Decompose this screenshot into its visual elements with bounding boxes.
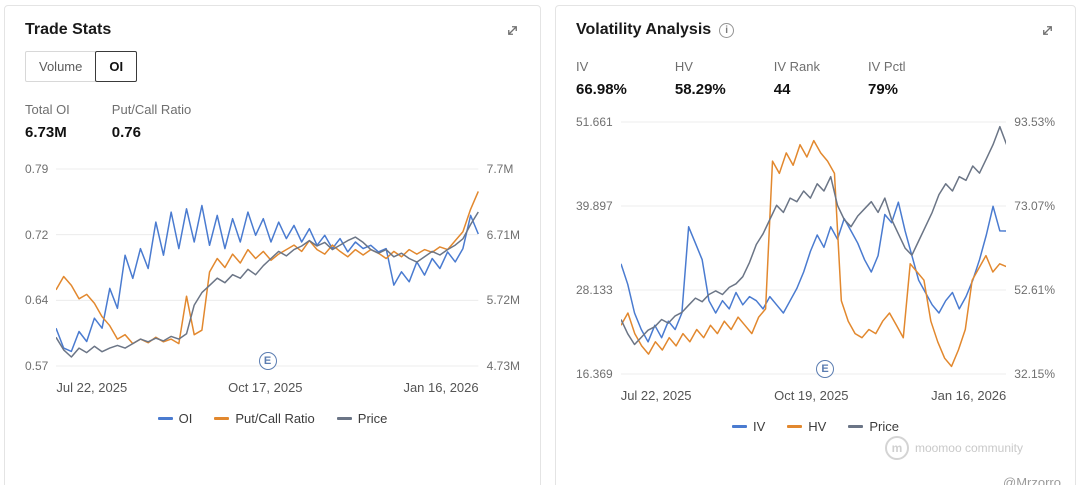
iv-stat: IV 66.98% — [576, 59, 627, 98]
volatility-analysis-panel: Volatility Analysis i IV 66.98% HV 58.29… — [555, 5, 1076, 485]
iv-pctl-value: 79% — [868, 81, 899, 98]
iv-rank-stat: IV Rank 44 — [774, 59, 820, 98]
x-axis: Jul 22, 2025 Oct 17, 2025 Jan 16, 2026 — [56, 380, 478, 395]
trade-stats-summary: Total OI 6.73M Put/Call Ratio 0.76 — [25, 102, 520, 141]
x-tick: Jan 16, 2026 — [931, 388, 1007, 403]
trade-stats-legend: OI Put/Call Ratio Price — [25, 411, 520, 426]
info-icon[interactable]: i — [719, 22, 735, 38]
iv-rank-value: 44 — [773, 81, 791, 98]
y-tick: 0.57 — [25, 358, 49, 373]
y-tick: 73.07% — [1014, 199, 1055, 213]
earnings-marker[interactable]: E — [816, 360, 835, 378]
iv-label: IV — [576, 59, 589, 74]
y-tick: 52.61% — [1014, 283, 1055, 297]
total-oi-label: Total OI — [25, 102, 70, 117]
x-axis: Jul 22, 2025 Oct 19, 2025 Jan 16, 2026 — [621, 388, 1007, 403]
trade-stats-title: Trade Stats — [25, 21, 112, 38]
volatility-chart-area: 51.661 39.897 28.133 16.369 E 93.53% 73.… — [576, 116, 1055, 403]
legend-item-iv[interactable]: IV — [732, 419, 765, 434]
y-tick: 5.72M — [486, 293, 520, 308]
hv-stat: HV 58.29% — [675, 59, 726, 98]
hv-label: HV — [674, 59, 693, 74]
moomoo-watermark: m moomoo community — [884, 436, 1023, 460]
x-tick: Jul 22, 2025 — [620, 388, 692, 403]
y-tick: 6.71M — [486, 227, 520, 242]
earnings-marker[interactable]: E — [258, 352, 277, 370]
put-call-ratio-stat: Put/Call Ratio 0.76 — [112, 102, 191, 141]
iv-pctl-stat: IV Pctl 79% — [868, 59, 906, 98]
legend-item-price[interactable]: Price — [336, 411, 388, 426]
put-call-swatch — [214, 417, 230, 420]
y-tick: 93.53% — [1014, 115, 1055, 129]
volume-toggle-button[interactable]: Volume — [25, 51, 97, 82]
legend-item-price[interactable]: Price — [848, 419, 899, 434]
y-tick: 16.369 — [576, 367, 613, 381]
hv-swatch — [787, 425, 803, 428]
iv-value: 66.98% — [576, 81, 627, 98]
oi-toggle-button[interactable]: OI — [95, 51, 138, 82]
y-tick: 0.72 — [25, 227, 49, 242]
hv-value: 58.29% — [674, 81, 726, 98]
price-swatch — [336, 417, 352, 420]
iv-swatch — [732, 425, 747, 428]
volatility-legend: IV HV Price — [576, 419, 1055, 434]
legend-label: IV — [753, 419, 766, 434]
volatility-summary: IV 66.98% HV 58.29% IV Rank 44 IV Pctl 7… — [576, 59, 1055, 98]
legend-label: OI — [178, 411, 193, 426]
y-tick: 32.15% — [1014, 367, 1055, 381]
volatility-chart[interactable] — [621, 116, 1007, 380]
trade-stats-toggle-group: Volume OI — [25, 51, 520, 82]
y-tick: 39.897 — [576, 199, 613, 213]
left-y-axis: 51.661 39.897 28.133 16.369 — [576, 116, 613, 380]
put-call-ratio-label: Put/Call Ratio — [111, 102, 192, 117]
y-tick: 28.133 — [576, 283, 613, 297]
y-tick: 4.73M — [486, 358, 520, 373]
price-swatch — [848, 425, 864, 428]
left-y-axis: 0.79 0.72 0.64 0.57 — [25, 163, 48, 372]
legend-label: Price — [357, 411, 388, 426]
legend-item-put-call-ratio[interactable]: Put/Call Ratio — [214, 411, 315, 426]
x-tick: Oct 17, 2025 — [228, 380, 303, 395]
y-tick: 51.661 — [576, 115, 613, 129]
total-oi-stat: Total OI 6.73M — [25, 102, 70, 141]
watermark-text: moomoo community — [914, 441, 1023, 455]
right-y-axis: 7.7M 6.71M 5.72M 4.73M — [487, 163, 520, 372]
volatility-analysis-title: Volatility Analysis — [576, 21, 712, 38]
trade-stats-panel: Trade Stats Volume OI Total OI 6.73M Put… — [4, 5, 541, 485]
legend-label: HV — [808, 419, 827, 434]
expand-icon[interactable] — [505, 23, 520, 38]
expand-icon[interactable] — [1040, 23, 1055, 38]
legend-item-oi[interactable]: OI — [157, 411, 193, 426]
x-tick: Jul 22, 2025 — [56, 380, 128, 395]
right-y-axis: 93.53% 73.07% 52.61% 32.15% — [1014, 116, 1055, 380]
x-tick: Jan 16, 2026 — [403, 380, 479, 395]
trade-stats-chart[interactable] — [56, 163, 478, 372]
put-call-ratio-value: 0.76 — [111, 124, 141, 141]
y-tick: 7.7M — [486, 162, 514, 176]
legend-label: Price — [869, 419, 899, 434]
total-oi-value: 6.73M — [25, 124, 67, 141]
oi-swatch — [157, 417, 173, 420]
moomoo-logo-icon: m — [884, 436, 909, 460]
y-tick: 0.64 — [25, 293, 49, 308]
legend-label: Put/Call Ratio — [235, 411, 315, 426]
user-handle: @Mrzorro — [1003, 475, 1061, 485]
x-tick: Oct 19, 2025 — [774, 388, 849, 403]
trade-stats-chart-area: 0.79 0.72 0.64 0.57 E 7.7M 6.71M 5.72M 4… — [25, 163, 520, 395]
legend-item-hv[interactable]: HV — [787, 419, 826, 434]
y-tick: 0.79 — [25, 162, 49, 176]
iv-pctl-label: IV Pctl — [868, 59, 906, 74]
iv-rank-label: IV Rank — [773, 59, 820, 74]
